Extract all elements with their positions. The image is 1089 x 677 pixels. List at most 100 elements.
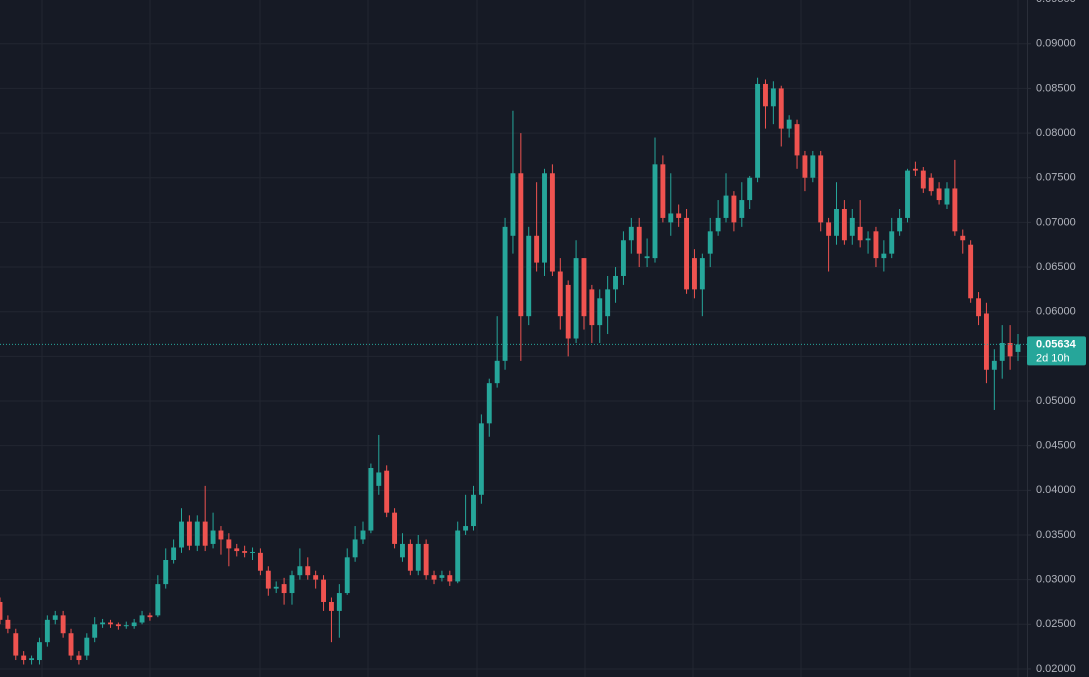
- candle-body: [755, 83, 761, 178]
- candle-body: [415, 543, 421, 571]
- candle-body: [202, 521, 208, 546]
- candle-body: [581, 258, 587, 317]
- candle-body: [912, 168, 918, 171]
- candle-body: [857, 226, 863, 241]
- candle-body: [763, 83, 768, 107]
- candle-body: [155, 584, 161, 616]
- candle-body: [486, 383, 492, 424]
- candle-body: [234, 548, 240, 552]
- candle-body: [960, 235, 966, 241]
- candle-body: [131, 622, 137, 627]
- candle-body: [983, 313, 989, 370]
- candle-body: [849, 217, 855, 236]
- y-tick-label: 0.07500: [1036, 172, 1076, 184]
- last-price-badge: [1027, 336, 1086, 366]
- candle-body: [431, 575, 437, 580]
- candle-body: [841, 208, 847, 241]
- y-tick-label: 0.09500: [1036, 0, 1076, 5]
- candle-body: [542, 173, 547, 263]
- y-tick-label: 0.07000: [1036, 216, 1076, 228]
- candle-body: [13, 633, 19, 656]
- candle-body: [920, 170, 926, 189]
- candle-body: [526, 235, 532, 317]
- candle-body: [21, 655, 27, 661]
- candle-body: [865, 238, 871, 241]
- bar-countdown: 2d 10h: [1036, 352, 1070, 364]
- candle-body: [707, 231, 713, 254]
- candle-body: [376, 472, 382, 486]
- candle-body: [518, 173, 524, 317]
- candle-body: [92, 624, 98, 638]
- candle-body: [715, 217, 721, 232]
- candle-body: [60, 615, 66, 634]
- y-tick-label: 0.04500: [1036, 440, 1076, 452]
- candle-body: [936, 188, 942, 201]
- candle-body: [123, 625, 129, 627]
- candle-body: [392, 512, 398, 544]
- candle-body: [297, 566, 303, 576]
- candle-body: [628, 226, 634, 241]
- candle-body: [723, 195, 729, 218]
- candle-body: [0, 601, 3, 620]
- candle-body: [76, 655, 82, 661]
- candle-body: [534, 235, 540, 263]
- candle-body: [352, 539, 358, 558]
- candle-body: [999, 342, 1005, 361]
- candle-body: [471, 494, 476, 527]
- candle-body: [305, 566, 311, 576]
- candle-body: [194, 521, 200, 546]
- candle-body: [52, 615, 58, 620]
- candle-body: [108, 622, 113, 625]
- candle-body: [186, 521, 192, 546]
- candle-body: [905, 170, 910, 218]
- y-tick-label: 0.03500: [1036, 529, 1076, 541]
- candle-body: [944, 188, 950, 205]
- y-tick-label: 0.06500: [1036, 261, 1076, 273]
- candle-body: [439, 575, 445, 578]
- candle-body: [179, 521, 184, 548]
- candle-body: [360, 530, 366, 540]
- candle-body: [897, 217, 903, 232]
- candle-body: [778, 88, 784, 129]
- candle-body: [1015, 344, 1021, 352]
- candle-body: [968, 244, 974, 299]
- y-tick-label: 0.03000: [1036, 574, 1076, 586]
- candle-body: [991, 360, 997, 370]
- candle-body: [834, 208, 839, 236]
- candle-body: [250, 551, 255, 553]
- candle-body: [281, 584, 287, 594]
- candle-body: [384, 470, 390, 513]
- y-tick-label: 0.02500: [1036, 618, 1076, 630]
- candle-body: [818, 155, 824, 223]
- candle-body: [786, 119, 792, 129]
- candle-body: [636, 226, 642, 254]
- candle-body: [620, 240, 626, 276]
- candle-body: [826, 222, 832, 236]
- candle-body: [668, 213, 674, 223]
- candle-body: [810, 155, 816, 178]
- candle-body: [37, 642, 42, 661]
- candle-body: [573, 258, 579, 339]
- candle-body: [5, 619, 11, 629]
- candle-body: [731, 195, 737, 223]
- candle-body: [368, 468, 374, 531]
- candle-body: [171, 547, 177, 560]
- candle-body: [313, 575, 319, 580]
- candle-body: [881, 253, 887, 259]
- y-tick-label: 0.08000: [1036, 127, 1076, 139]
- candle-body: [699, 258, 705, 290]
- candle-body: [613, 275, 618, 290]
- candle-body: [273, 586, 279, 589]
- candle-body: [739, 200, 745, 218]
- candle-body: [139, 615, 145, 623]
- candle-body: [68, 633, 74, 656]
- candle-body: [684, 217, 690, 290]
- candle-body: [589, 289, 595, 326]
- candle-body: [218, 530, 224, 540]
- candle-body: [1007, 342, 1013, 357]
- candle-body: [510, 173, 516, 236]
- last-price-label: 0.05634: [1036, 338, 1077, 350]
- y-tick-label: 0.02000: [1036, 663, 1076, 675]
